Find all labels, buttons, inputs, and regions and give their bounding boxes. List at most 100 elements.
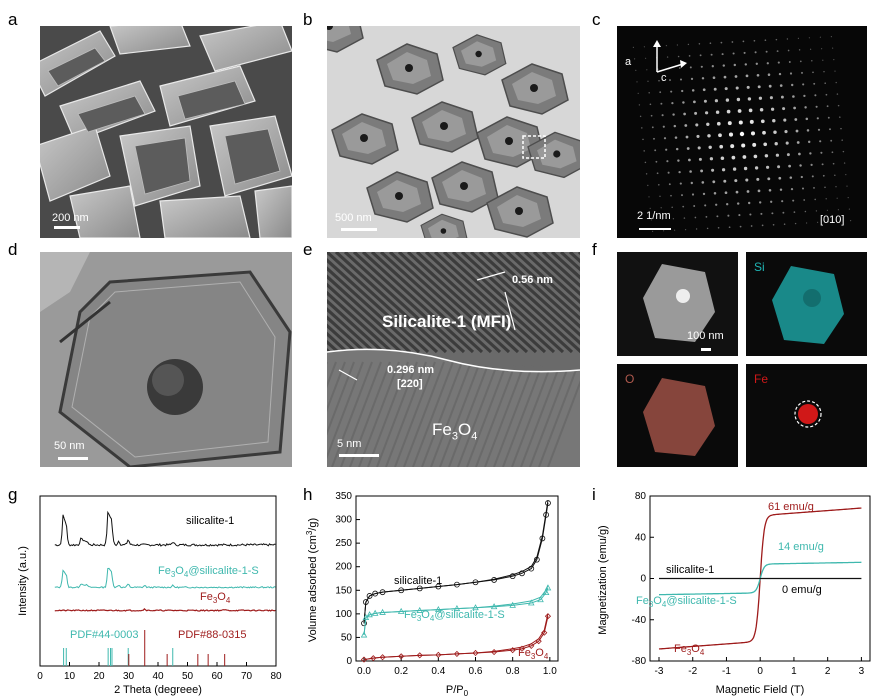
diffraction-spot <box>841 139 843 141</box>
diffraction-spot <box>813 82 816 85</box>
diffraction-spot <box>682 101 685 104</box>
diffraction-spot <box>658 79 660 82</box>
diffraction-spot <box>826 209 828 211</box>
diffraction-spot <box>811 60 813 62</box>
fe3o4-fringe <box>448 361 490 467</box>
bet-label-silicalite-1: silicalite-1 <box>394 575 442 587</box>
diffraction-spot <box>703 99 707 103</box>
scale-bar-label: 50 nm <box>54 440 85 452</box>
lattice-fringe <box>415 252 529 354</box>
lattice-fringe <box>478 252 580 346</box>
tem-image: 500 nm <box>327 26 580 238</box>
xrd-series-fe3o4 <box>54 608 276 612</box>
diffraction-spot <box>831 151 834 154</box>
lattice-fringe <box>370 252 484 354</box>
bet-point <box>360 656 368 663</box>
diffraction-spot <box>794 118 798 121</box>
xrd-xtick-label: 60 <box>211 671 223 682</box>
diffraction-spot <box>745 178 749 182</box>
fe3o4-fringe <box>340 361 382 467</box>
diffraction-spot <box>683 112 686 116</box>
lattice-fringe <box>424 252 538 354</box>
diffraction-spot <box>845 173 847 176</box>
diffraction-spot <box>671 206 673 208</box>
diffraction-spot <box>709 42 712 45</box>
diffraction-spot <box>748 108 753 113</box>
bet-ytick-label: 150 <box>335 585 352 596</box>
diffraction-spot <box>766 62 769 65</box>
diffraction-spot <box>811 175 814 178</box>
diffraction-spot <box>815 210 818 212</box>
diffraction-spot <box>783 118 787 122</box>
xrd-xtick-label: 50 <box>182 671 194 682</box>
diffraction-spot <box>695 228 698 230</box>
diffraction-spot <box>722 64 725 67</box>
diffraction-spot <box>762 130 766 135</box>
diffraction-spot <box>728 132 734 137</box>
diffraction-spot <box>739 225 742 228</box>
axis-label-a: a <box>625 56 632 68</box>
diffraction-spot <box>689 66 692 69</box>
fe3o4-fringe <box>376 361 418 467</box>
bet-ytick-label: 200 <box>335 562 352 573</box>
diffraction-spot <box>737 109 742 113</box>
diffraction-spot <box>832 162 835 165</box>
diffraction-spot <box>644 161 647 164</box>
bet-point <box>371 609 379 616</box>
bet-point <box>435 651 442 658</box>
diffraction-spot <box>725 98 730 102</box>
bet-point <box>518 645 526 652</box>
vsm-xtick-label: -1 <box>722 666 731 677</box>
diffraction-spot <box>834 70 836 72</box>
d2-arrow <box>338 369 358 381</box>
bet-point <box>544 584 552 591</box>
fe3o4-fringe <box>466 361 508 467</box>
diffraction-spot <box>839 116 841 118</box>
diffraction-spot <box>792 199 795 202</box>
fe3o4-fringe <box>484 361 526 467</box>
lattice-fringe <box>460 252 574 354</box>
diffraction-spot <box>716 121 721 126</box>
diffraction-spot <box>768 188 772 192</box>
diffraction-spot <box>672 218 675 220</box>
diffraction-spot <box>786 38 789 40</box>
scale-bar-label: 5 nm <box>337 438 362 450</box>
d1-arrow <box>476 271 506 281</box>
bet-point <box>490 603 498 610</box>
bet-isotherm-0 <box>363 502 549 624</box>
xrd-series-silicalite-1 <box>54 510 276 547</box>
diffraction-spot <box>687 43 690 46</box>
lattice-fringe <box>327 258 430 354</box>
bet-point <box>539 535 546 542</box>
vsm-ytick-label: 40 <box>635 532 647 543</box>
diffraction-spot <box>713 192 717 195</box>
bet-label-fe3o4: Fe3O4 <box>518 647 549 661</box>
diffraction-spot <box>655 160 658 163</box>
bet-ytick-label: 300 <box>335 515 352 526</box>
diffraction-spot <box>712 76 716 80</box>
diffraction-spot <box>715 110 720 114</box>
diffraction-spot <box>682 205 685 208</box>
bet-point <box>398 653 405 660</box>
diffraction-spot <box>770 107 775 111</box>
bet-point <box>435 605 442 613</box>
bet-ytick-label: 250 <box>335 538 352 549</box>
diffraction-spot <box>720 41 723 44</box>
tem-crystals <box>327 26 580 238</box>
bet-point <box>528 642 535 649</box>
diffraction-spot <box>830 36 832 38</box>
diffraction-spot <box>755 62 758 65</box>
diffraction-spot <box>706 227 709 230</box>
lattice-fringe <box>327 315 367 354</box>
scale-bar-label: 2 1/nm <box>637 210 671 222</box>
fe3o4-fringe <box>547 380 580 467</box>
lattice-fringe <box>361 252 475 354</box>
diffraction-spot <box>735 190 739 194</box>
diffraction-spot <box>643 46 645 48</box>
diffraction-spot <box>736 202 740 205</box>
lattice-fringe <box>327 274 412 354</box>
diffraction-spot <box>742 40 745 43</box>
region-silicalite: Silicalite-1 (MFI) <box>382 312 512 331</box>
diffraction-spot <box>704 111 709 115</box>
diffraction-spot <box>701 77 705 80</box>
